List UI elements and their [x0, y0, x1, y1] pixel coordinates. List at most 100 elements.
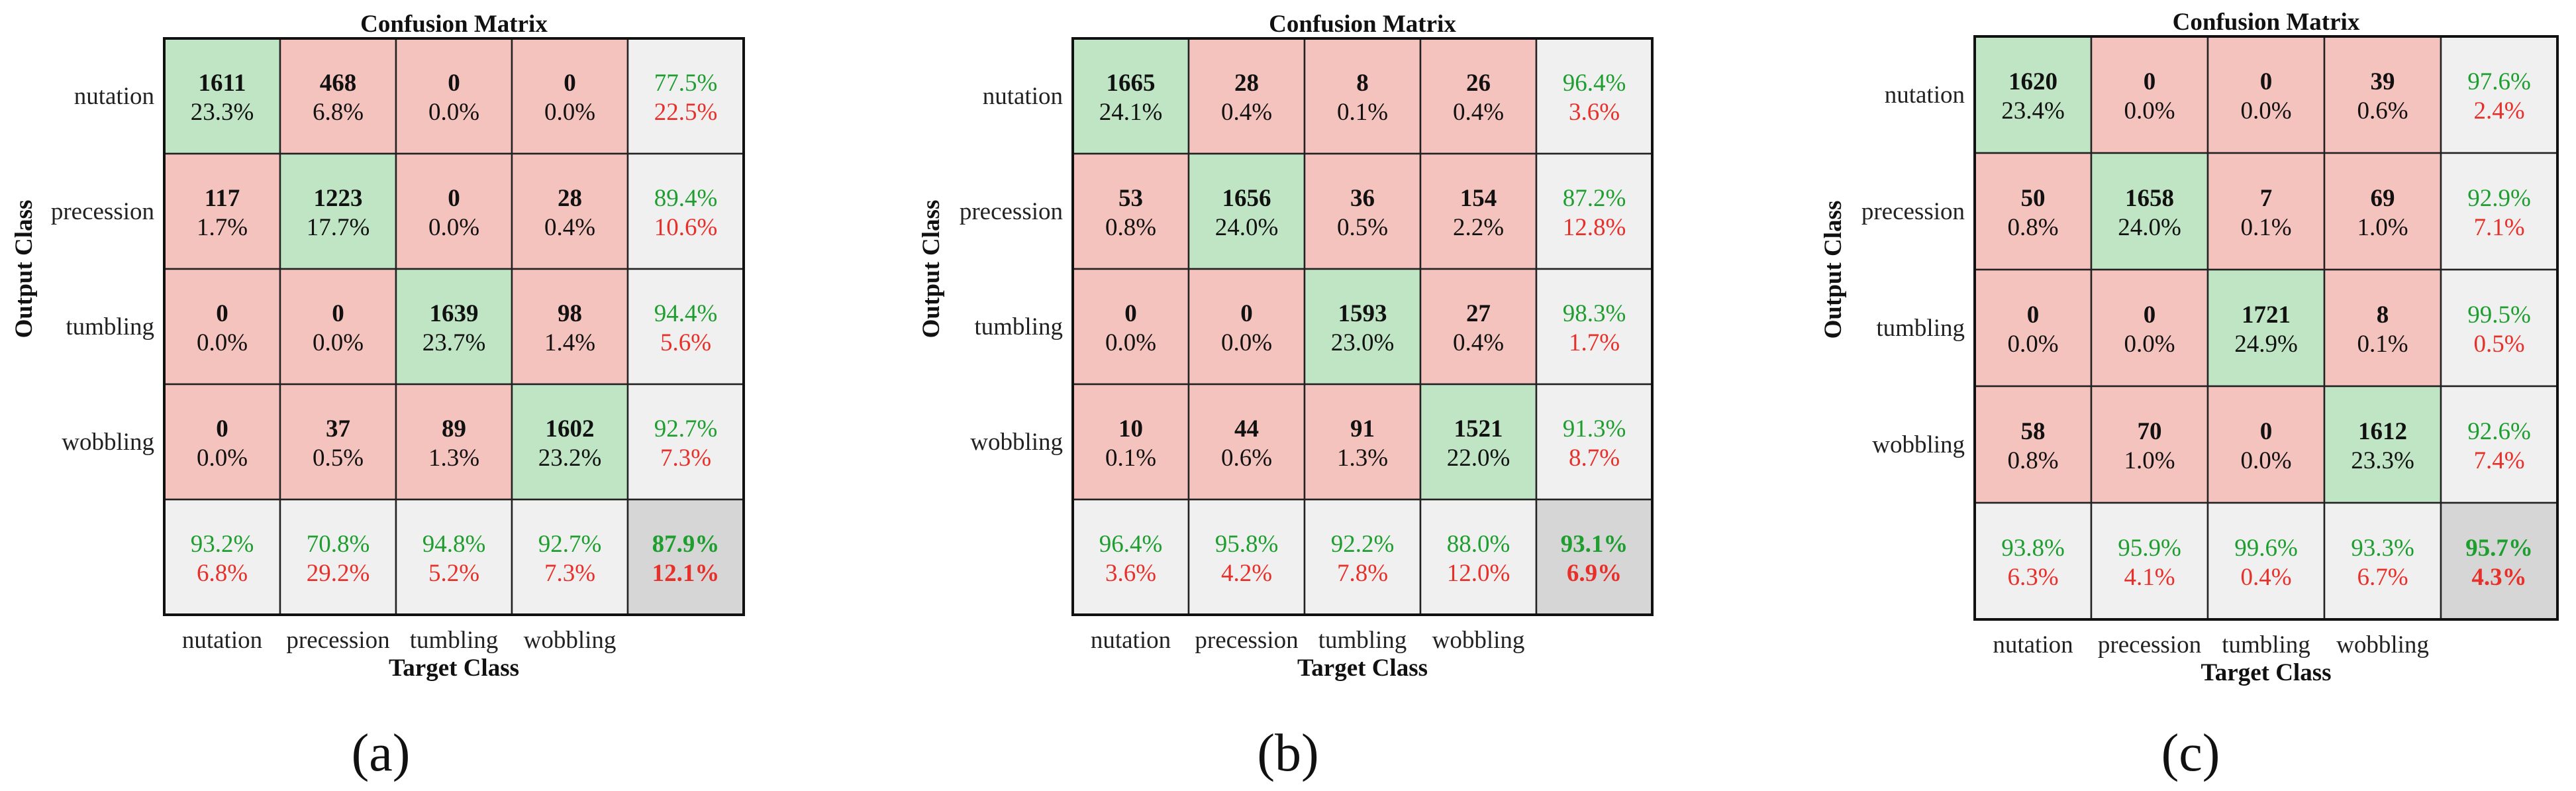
panel-label: (c) [2161, 724, 2220, 782]
error-cell [2323, 268, 2442, 388]
column-summary-cell [395, 498, 513, 616]
error-value: 12.8% [1563, 214, 1626, 241]
row-summary-cell [2440, 152, 2559, 271]
overall-accuracy: 93.1% [1561, 531, 1628, 558]
cell-count: 58 [2021, 418, 2046, 445]
error-value: 29.2% [307, 560, 370, 587]
cell-percent: 0.0% [2240, 447, 2291, 474]
error-cell [1303, 383, 1422, 501]
error-value: 10.6% [654, 214, 718, 241]
error-cell [1303, 152, 1422, 270]
error-cell [279, 268, 397, 386]
y-tick-label: precession [1861, 198, 1965, 225]
cell-percent: 1.4% [544, 329, 595, 356]
cell-percent: 0.6% [2357, 97, 2408, 125]
cell-percent: 0.0% [428, 99, 479, 126]
cell-percent: 1.3% [428, 445, 479, 472]
cell-percent: 22.0% [1447, 445, 1511, 472]
overall-accuracy: 87.9% [652, 531, 720, 558]
cell-count: 50 [2021, 185, 2046, 212]
error-cell [2090, 268, 2209, 388]
cell-count: 468 [320, 70, 357, 97]
cell-count: 1611 [199, 70, 246, 97]
recall-value: 96.4% [1099, 531, 1163, 558]
cell-percent: 0.0% [2007, 331, 2058, 358]
correct-cell [163, 37, 281, 155]
cell-percent: 0.1% [1337, 99, 1388, 126]
cell-percent: 23.3% [2351, 447, 2414, 474]
error-value: 8.7% [1569, 445, 1620, 472]
row-summary-cell [1535, 383, 1654, 501]
error-value: 5.6% [660, 329, 711, 356]
precision-value: 98.3% [1563, 300, 1626, 327]
error-cell [2206, 35, 2326, 154]
y-axis-label: Output Class [918, 200, 945, 339]
overall-accuracy-cell [2440, 501, 2559, 621]
error-cell [511, 268, 629, 386]
cell-percent: 0.1% [1105, 445, 1156, 472]
error-value: 7.3% [544, 560, 595, 587]
error-cell [279, 383, 397, 501]
cell-percent: 0.0% [1105, 329, 1156, 356]
cell-count: 0 [448, 185, 460, 212]
error-cell [1071, 152, 1190, 270]
cell-count: 98 [558, 300, 582, 327]
cell-count: 10 [1118, 415, 1143, 443]
cell-count: 8 [2377, 301, 2389, 329]
error-value: 4.1% [2124, 564, 2175, 591]
precision-value: 77.5% [654, 70, 718, 97]
cell-percent: 23.4% [2001, 97, 2065, 125]
cell-percent: 23.0% [1331, 329, 1395, 356]
cell-count: 91 [1350, 415, 1375, 443]
overall-accuracy-cell [1535, 498, 1654, 616]
x-tick-label: nutation [182, 627, 262, 654]
error-value: 7.3% [660, 445, 711, 472]
precision-value: 92.7% [654, 415, 718, 443]
x-axis-label: Target Class [2201, 659, 2332, 686]
cell-percent: 0.5% [313, 445, 364, 472]
row-summary-cell [626, 268, 745, 386]
y-tick-label: tumbling [66, 313, 154, 341]
x-tick-label: wobbling [1432, 627, 1525, 654]
cell-percent: 0.0% [428, 214, 479, 241]
cell-percent: 23.2% [538, 445, 602, 472]
cell-count: 0 [2260, 68, 2273, 95]
column-summary-cell [1973, 501, 2093, 621]
error-value: 12.0% [1447, 560, 1511, 587]
error-value: 6.7% [2357, 564, 2408, 591]
overall-accuracy: 95.7% [2465, 535, 2533, 562]
cell-percent: 1.3% [1337, 445, 1388, 472]
cell-percent: 0.8% [1105, 214, 1156, 241]
row-summary-cell [626, 383, 745, 501]
chart-title: Confusion Matrix [1269, 11, 1456, 38]
confusion-matrix-panel-1: Confusion Matrix161123.3%4686.8%00.0%00.… [11, 11, 745, 782]
correct-cell [1973, 35, 2093, 154]
cell-percent: 0.0% [197, 329, 248, 356]
cell-count: 0 [216, 300, 228, 327]
cell-percent: 0.0% [544, 99, 595, 126]
cell-percent: 6.8% [313, 99, 364, 126]
row-summary-cell [2440, 385, 2559, 504]
cell-count: 28 [1234, 70, 1259, 97]
error-value: 3.6% [1569, 99, 1620, 126]
cell-count: 1620 [2008, 68, 2057, 95]
cell-percent: 0.4% [544, 214, 595, 241]
cell-percent: 24.9% [2234, 331, 2298, 358]
cell-count: 0 [332, 300, 344, 327]
x-axis-label: Target Class [389, 655, 519, 682]
cell-percent: 0.0% [197, 445, 248, 472]
correct-cell [279, 152, 397, 270]
cell-count: 1658 [2125, 185, 2174, 212]
error-cell [1973, 385, 2093, 504]
recall-value: 93.3% [2351, 535, 2414, 562]
overall-error: 6.9% [1567, 560, 1622, 587]
cell-count: 1639 [430, 300, 479, 327]
recall-value: 94.8% [422, 531, 486, 558]
precision-value: 89.4% [654, 185, 718, 212]
error-cell [2323, 35, 2442, 154]
y-tick-label: wobbling [970, 429, 1063, 456]
recall-value: 95.9% [2118, 535, 2181, 562]
y-tick-label: tumbling [1876, 315, 1965, 342]
cell-count: 89 [442, 415, 466, 443]
precision-value: 97.6% [2467, 68, 2531, 95]
